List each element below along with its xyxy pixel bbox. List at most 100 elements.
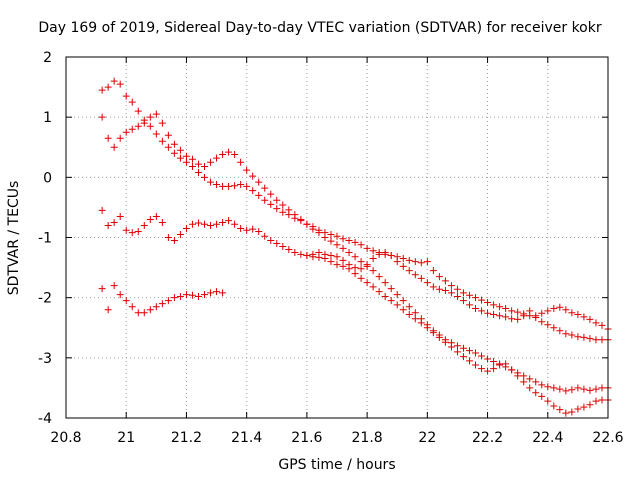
data-point bbox=[255, 178, 263, 186]
data-point bbox=[207, 178, 215, 186]
data-point bbox=[110, 77, 118, 85]
data-point bbox=[417, 259, 425, 267]
data-point bbox=[478, 307, 486, 315]
data-point bbox=[122, 92, 130, 100]
data-point bbox=[333, 232, 341, 240]
data-point bbox=[351, 264, 359, 272]
data-point bbox=[327, 252, 335, 260]
data-point bbox=[194, 160, 202, 168]
data-point bbox=[213, 220, 221, 228]
data-point bbox=[472, 361, 480, 369]
data-point bbox=[393, 258, 401, 266]
data-point bbox=[441, 286, 449, 294]
data-point bbox=[363, 279, 371, 287]
data-point bbox=[188, 220, 196, 228]
data-point bbox=[574, 311, 582, 319]
data-point bbox=[465, 347, 473, 355]
data-point bbox=[315, 253, 323, 261]
data-point bbox=[417, 274, 425, 282]
data-point bbox=[285, 206, 293, 214]
data-point bbox=[496, 312, 504, 320]
data-point bbox=[351, 270, 359, 278]
data-point bbox=[219, 218, 227, 226]
data-point bbox=[267, 200, 275, 208]
data-point bbox=[508, 315, 516, 323]
data-point bbox=[508, 307, 516, 315]
data-point bbox=[574, 405, 582, 413]
data-point bbox=[375, 273, 383, 281]
data-point bbox=[158, 218, 166, 226]
data-point bbox=[333, 253, 341, 261]
data-point bbox=[417, 319, 425, 327]
data-point bbox=[357, 258, 365, 266]
data-point bbox=[110, 282, 118, 290]
data-point bbox=[592, 385, 600, 393]
series-track-4 bbox=[98, 282, 227, 317]
data-point bbox=[122, 226, 130, 234]
data-point bbox=[520, 372, 528, 380]
data-point bbox=[231, 182, 239, 190]
data-point bbox=[357, 265, 365, 273]
data-point bbox=[580, 385, 588, 393]
data-point bbox=[405, 303, 413, 311]
data-point bbox=[484, 367, 492, 375]
data-point bbox=[399, 306, 407, 314]
data-point bbox=[556, 385, 564, 393]
data-point bbox=[369, 247, 377, 255]
chart-title: Day 169 of 2019, Sidereal Day-to-day VTE… bbox=[38, 20, 601, 36]
data-point bbox=[285, 246, 293, 254]
data-point bbox=[538, 309, 546, 317]
data-point bbox=[231, 220, 239, 228]
grid-layer bbox=[66, 57, 608, 418]
data-point bbox=[201, 291, 209, 299]
data-point bbox=[490, 357, 498, 365]
data-point bbox=[369, 255, 377, 263]
data-point bbox=[345, 265, 353, 273]
data-point bbox=[496, 303, 504, 311]
data-point bbox=[502, 313, 510, 321]
x-tick-label: 21 bbox=[117, 430, 135, 446]
data-point bbox=[453, 348, 461, 356]
data-point bbox=[170, 140, 178, 148]
data-point bbox=[339, 256, 347, 264]
data-point bbox=[429, 329, 437, 337]
y-tick-label: -1 bbox=[38, 231, 52, 247]
data-point bbox=[399, 262, 407, 270]
data-point bbox=[435, 285, 443, 293]
data-point bbox=[405, 267, 413, 275]
data-point bbox=[291, 211, 299, 219]
data-point bbox=[98, 113, 106, 121]
data-point bbox=[188, 291, 196, 299]
data-point bbox=[213, 288, 221, 296]
data-point bbox=[128, 303, 136, 311]
data-point bbox=[231, 150, 239, 158]
data-point bbox=[146, 113, 154, 121]
data-point bbox=[556, 406, 564, 414]
data-point bbox=[339, 262, 347, 270]
data-point bbox=[110, 143, 118, 151]
data-point bbox=[243, 166, 251, 174]
y-axis-label: SDTVAR / TECUs bbox=[6, 181, 22, 296]
data-point bbox=[387, 285, 395, 293]
data-point bbox=[152, 212, 160, 220]
data-point bbox=[134, 122, 142, 130]
data-point bbox=[267, 190, 275, 198]
data-point bbox=[237, 181, 245, 189]
data-point bbox=[550, 304, 558, 312]
y-tick-label: 0 bbox=[43, 170, 52, 186]
data-point bbox=[273, 240, 281, 248]
data-point bbox=[478, 352, 486, 360]
y-tick-label: 2 bbox=[43, 50, 52, 66]
data-point bbox=[508, 366, 516, 374]
x-tick-label: 21.2 bbox=[171, 430, 202, 446]
data-point bbox=[532, 312, 540, 320]
data-point bbox=[309, 225, 317, 233]
data-point bbox=[478, 365, 486, 373]
data-point bbox=[526, 384, 534, 392]
data-point bbox=[556, 327, 564, 335]
data-point bbox=[435, 333, 443, 341]
data-point bbox=[225, 182, 233, 190]
data-point bbox=[514, 308, 522, 316]
data-point bbox=[122, 128, 130, 136]
